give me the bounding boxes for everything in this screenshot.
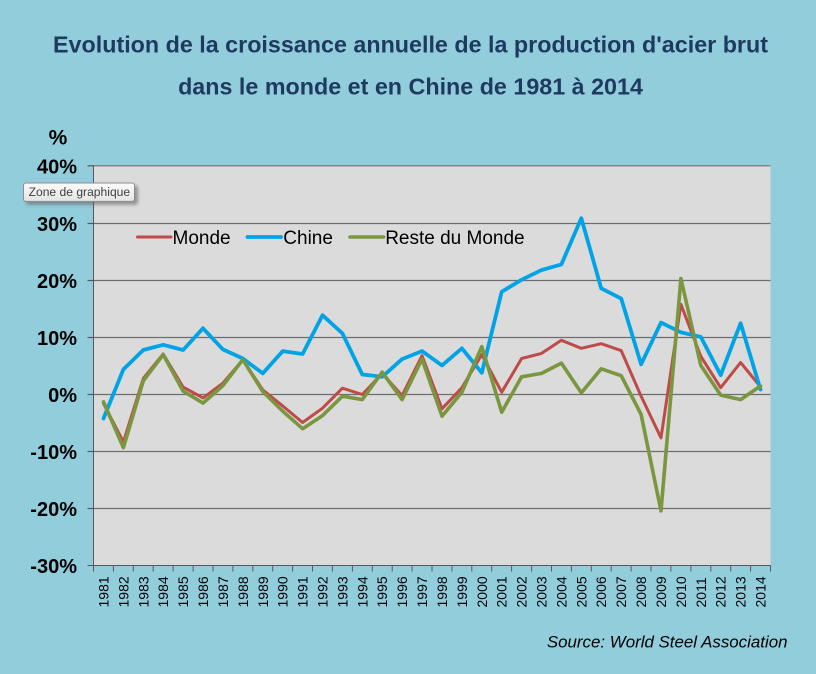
svg-text:1981: 1981 — [96, 576, 112, 607]
svg-text:1995: 1995 — [374, 576, 390, 607]
svg-text:20%: 20% — [37, 271, 77, 293]
svg-text:1998: 1998 — [434, 576, 450, 607]
svg-text:2007: 2007 — [613, 576, 629, 607]
svg-text:Chine: Chine — [283, 228, 333, 249]
svg-text:-20%: -20% — [30, 499, 77, 521]
svg-text:2002: 2002 — [514, 576, 530, 607]
svg-text:30%: 30% — [37, 214, 77, 236]
svg-text:0%: 0% — [48, 385, 77, 407]
svg-text:1987: 1987 — [215, 576, 231, 607]
svg-text:Reste du Monde: Reste du Monde — [385, 228, 524, 249]
svg-text:2001: 2001 — [494, 576, 510, 607]
svg-text:-30%: -30% — [30, 556, 77, 578]
svg-text:1986: 1986 — [195, 576, 211, 607]
svg-text:40%: 40% — [37, 156, 77, 178]
svg-text:dans le monde et en Chine de 1: dans le monde et en Chine de 1981 à 2014 — [178, 74, 643, 100]
svg-text:2014: 2014 — [753, 576, 769, 607]
svg-text:2006: 2006 — [593, 576, 609, 607]
svg-text:1982: 1982 — [115, 576, 131, 607]
svg-text:1984: 1984 — [155, 576, 171, 607]
svg-text:1997: 1997 — [414, 576, 430, 607]
svg-text:2004: 2004 — [553, 576, 569, 607]
svg-text:2013: 2013 — [733, 576, 749, 607]
svg-text:Zone de graphique: Zone de graphique — [29, 185, 131, 199]
svg-text:1988: 1988 — [235, 576, 251, 607]
svg-text:1994: 1994 — [354, 576, 370, 607]
svg-text:Evolution de la croissance ann: Evolution de la croissance annuelle de l… — [53, 32, 768, 58]
svg-text:1990: 1990 — [275, 576, 291, 607]
svg-text:%: % — [49, 126, 68, 149]
svg-text:1983: 1983 — [135, 576, 151, 607]
svg-text:2012: 2012 — [713, 576, 729, 607]
svg-text:Source: World Steel Associatio: Source: World Steel Association — [547, 633, 788, 652]
svg-text:Monde: Monde — [173, 228, 231, 249]
svg-text:2005: 2005 — [573, 576, 589, 607]
svg-text:1996: 1996 — [394, 576, 410, 607]
svg-text:1989: 1989 — [255, 576, 271, 607]
svg-text:2000: 2000 — [474, 576, 490, 607]
svg-text:2003: 2003 — [534, 576, 550, 607]
svg-text:1985: 1985 — [175, 576, 191, 607]
svg-text:1992: 1992 — [315, 576, 331, 607]
svg-text:1991: 1991 — [295, 576, 311, 607]
svg-text:2008: 2008 — [633, 576, 649, 607]
svg-text:2009: 2009 — [653, 576, 669, 607]
svg-text:2010: 2010 — [673, 576, 689, 607]
svg-text:10%: 10% — [37, 328, 77, 350]
svg-text:1993: 1993 — [334, 576, 350, 607]
svg-text:-10%: -10% — [30, 442, 77, 464]
svg-text:1999: 1999 — [454, 576, 470, 607]
svg-text:2011: 2011 — [693, 577, 709, 607]
